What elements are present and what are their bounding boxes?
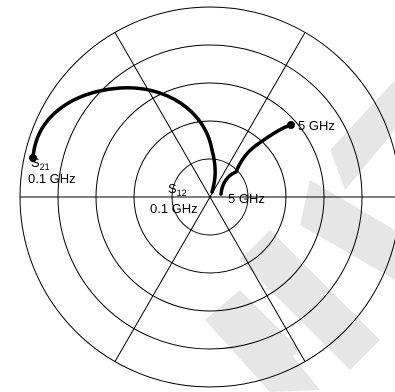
s21-freq-label: 0.1 GHz [28,171,76,186]
s12-label: S12 [168,181,187,198]
s12-freq-label: 0.1 GHz [150,201,198,216]
grid-radial-120 [114,32,306,362]
polar-grid [19,6,395,388]
s21-label: S21 [31,155,50,172]
s21-end-freq-label: 5 GHz [228,191,265,206]
s12-end-marker [287,121,295,129]
watermark [205,80,395,392]
s12-trace [219,123,293,196]
s21-start-marker [29,154,37,162]
s21-trace [31,86,217,194]
s12-end-freq-label: 5 GHz [298,118,335,133]
